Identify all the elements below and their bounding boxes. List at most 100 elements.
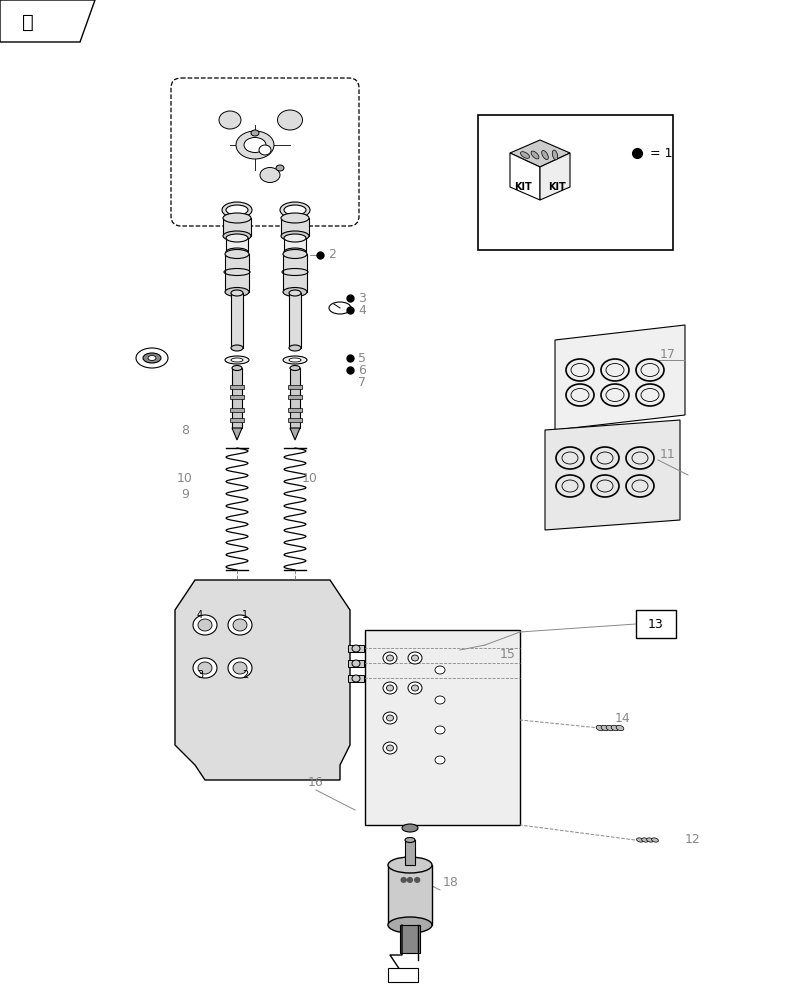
Text: KIT: KIT [513, 182, 531, 192]
Ellipse shape [281, 213, 309, 223]
Text: 9: 9 [181, 488, 189, 502]
Ellipse shape [228, 658, 251, 678]
Ellipse shape [407, 652, 422, 664]
Bar [288, 408, 302, 412]
Ellipse shape [641, 838, 648, 842]
Text: 12: 12 [684, 833, 700, 846]
Ellipse shape [198, 619, 212, 631]
Bar [284, 238, 306, 252]
Ellipse shape [148, 356, 156, 360]
Ellipse shape [351, 645, 359, 652]
Ellipse shape [435, 666, 444, 674]
Text: 2: 2 [242, 670, 248, 680]
Text: 6: 6 [358, 363, 366, 376]
Ellipse shape [283, 356, 307, 364]
Bar [289, 293, 301, 348]
Ellipse shape [277, 110, 303, 130]
Ellipse shape [143, 353, 161, 363]
Bar [223, 218, 251, 236]
Bar [230, 408, 243, 412]
Polygon shape [544, 420, 679, 530]
Ellipse shape [386, 745, 393, 751]
Ellipse shape [520, 152, 529, 158]
Ellipse shape [616, 725, 623, 731]
Ellipse shape [289, 345, 301, 351]
Ellipse shape [135, 348, 168, 368]
Ellipse shape [259, 145, 271, 155]
Ellipse shape [636, 838, 642, 842]
Text: = 1: = 1 [649, 147, 672, 160]
Text: 7: 7 [358, 375, 366, 388]
Text: ✋: ✋ [22, 13, 34, 32]
Ellipse shape [383, 742, 397, 754]
Text: 1: 1 [242, 610, 247, 620]
Bar [348, 645, 363, 652]
Ellipse shape [435, 726, 444, 734]
Bar [230, 395, 243, 399]
Ellipse shape [225, 234, 247, 242]
Bar [283, 254, 307, 292]
FancyBboxPatch shape [171, 78, 358, 226]
Ellipse shape [407, 682, 422, 694]
Bar [635, 610, 676, 638]
Ellipse shape [198, 662, 212, 674]
Ellipse shape [260, 168, 280, 183]
Polygon shape [509, 153, 539, 200]
Text: ●●●: ●●● [399, 876, 420, 884]
Ellipse shape [289, 358, 301, 362]
Ellipse shape [386, 655, 393, 661]
Ellipse shape [221, 202, 251, 218]
Ellipse shape [243, 138, 266, 153]
Ellipse shape [605, 725, 613, 731]
Bar [405, 840, 414, 865]
Ellipse shape [289, 290, 301, 296]
Bar [225, 254, 249, 292]
Ellipse shape [232, 365, 242, 370]
Bar [478, 115, 672, 250]
Text: 8: 8 [181, 424, 189, 436]
Ellipse shape [193, 658, 217, 678]
Ellipse shape [225, 205, 247, 215]
Ellipse shape [401, 824, 418, 832]
Polygon shape [232, 428, 242, 440]
Text: 2: 2 [328, 248, 336, 261]
Text: KIT: KIT [547, 182, 565, 192]
Bar [230, 418, 243, 422]
Ellipse shape [411, 685, 418, 691]
Text: 18: 18 [443, 876, 458, 889]
Bar [281, 218, 309, 236]
Ellipse shape [281, 231, 309, 241]
Ellipse shape [435, 696, 444, 704]
Bar [388, 968, 418, 982]
Ellipse shape [236, 131, 273, 159]
Text: 4: 4 [197, 610, 203, 620]
Ellipse shape [283, 249, 307, 258]
Ellipse shape [223, 213, 251, 223]
Ellipse shape [351, 660, 359, 667]
Bar [288, 385, 302, 389]
Ellipse shape [228, 615, 251, 635]
Ellipse shape [284, 234, 306, 242]
Bar [232, 368, 242, 428]
Ellipse shape [233, 619, 247, 631]
Text: 3: 3 [358, 292, 366, 304]
Text: 3: 3 [197, 670, 203, 680]
Ellipse shape [290, 365, 299, 370]
Ellipse shape [435, 756, 444, 764]
Bar [400, 925, 419, 953]
Polygon shape [539, 153, 569, 200]
Ellipse shape [611, 725, 618, 731]
Ellipse shape [551, 150, 557, 160]
Text: 10: 10 [177, 472, 193, 485]
Bar [290, 368, 299, 428]
Ellipse shape [230, 345, 242, 351]
Ellipse shape [225, 356, 249, 364]
Ellipse shape [388, 857, 431, 873]
Ellipse shape [219, 111, 241, 129]
Ellipse shape [284, 205, 306, 215]
Text: 15: 15 [500, 648, 515, 662]
Ellipse shape [283, 288, 307, 296]
Bar [365, 630, 519, 825]
Ellipse shape [383, 652, 397, 664]
Ellipse shape [383, 682, 397, 694]
